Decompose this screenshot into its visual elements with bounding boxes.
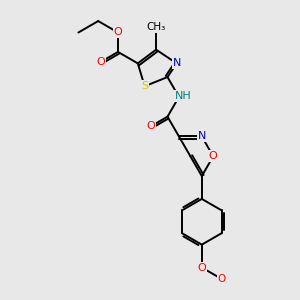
Text: N: N bbox=[172, 58, 181, 68]
Text: NH: NH bbox=[175, 91, 191, 101]
Text: S: S bbox=[141, 81, 148, 91]
Text: O: O bbox=[218, 274, 226, 284]
Text: N: N bbox=[198, 131, 206, 142]
Text: O: O bbox=[197, 262, 206, 272]
Text: O: O bbox=[209, 151, 218, 161]
Text: O: O bbox=[146, 122, 155, 131]
Text: CH₃: CH₃ bbox=[146, 22, 166, 32]
Text: O: O bbox=[97, 57, 106, 67]
Text: O: O bbox=[114, 28, 122, 38]
